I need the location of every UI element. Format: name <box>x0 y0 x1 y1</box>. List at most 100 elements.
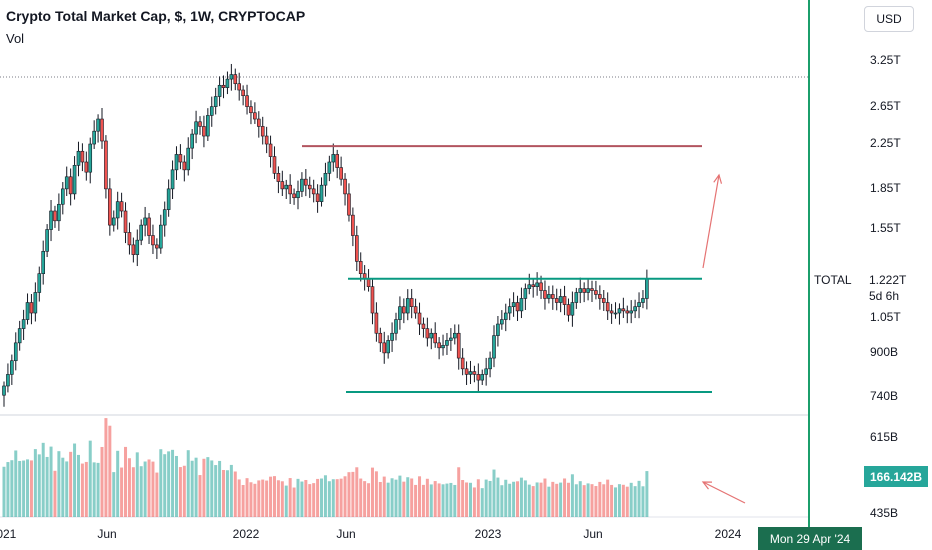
volume-bar <box>53 470 57 517</box>
volume-bar <box>586 483 590 517</box>
volume-bar <box>461 480 465 517</box>
candle-body <box>292 193 296 199</box>
volume-bar <box>547 486 551 517</box>
candle-body <box>527 284 532 289</box>
price-tick-label: 615B <box>870 430 898 444</box>
candle-body <box>413 306 418 314</box>
volume-bar <box>2 466 6 517</box>
candle-body <box>331 154 336 163</box>
volume-bar <box>386 482 390 517</box>
volume-bar <box>186 450 190 517</box>
projection-arrow[interactable] <box>702 173 723 269</box>
candle-body <box>409 298 414 307</box>
last-price-label: 1.222T <box>869 273 907 287</box>
volume-bar <box>61 457 65 517</box>
volume-bar <box>253 483 257 517</box>
candle-body <box>57 203 61 222</box>
volume-bar <box>127 458 131 517</box>
time-tick-label: Jun <box>583 527 602 541</box>
candle-body <box>198 121 202 127</box>
candle-body <box>613 312 618 315</box>
volume-bar <box>147 459 151 517</box>
volume-bar <box>10 460 14 517</box>
candle-body <box>617 308 622 314</box>
candle-body <box>464 368 469 375</box>
volume-bar <box>512 481 516 517</box>
volume-bar <box>433 481 437 517</box>
candle-body <box>162 209 167 226</box>
volume-bar <box>139 466 143 517</box>
volume-bar <box>516 481 520 517</box>
price-axis[interactable]: 3.25T 2.65T 2.25T 1.85T 1.55T 1.05T 900B 740B 61… <box>870 53 901 520</box>
volume-arrow[interactable] <box>701 481 746 504</box>
volume-bar <box>449 482 453 517</box>
candle-body <box>111 217 116 226</box>
candle-body <box>304 178 308 186</box>
volume-bar <box>320 478 324 517</box>
candle-body <box>253 112 257 120</box>
candle-body <box>621 308 626 312</box>
candle-body <box>115 201 120 219</box>
volume-bar <box>476 479 480 517</box>
candle-body <box>503 312 508 320</box>
volume-bar <box>237 479 241 517</box>
candle-body <box>300 178 304 192</box>
volume-bar <box>308 484 312 517</box>
candle-body <box>343 178 347 195</box>
time-tick-label: 2023 <box>475 527 502 541</box>
volume-bar <box>288 478 292 517</box>
candle-body <box>229 74 234 80</box>
annotation-arrows[interactable] <box>701 173 746 504</box>
volume-bar <box>602 484 606 517</box>
volume-bar <box>182 465 186 517</box>
candle-body <box>445 340 449 346</box>
candle-body <box>637 302 641 307</box>
volume-bar <box>261 479 265 517</box>
candle-body <box>237 83 241 91</box>
volume-bar <box>441 484 445 517</box>
volume-bar <box>257 480 261 517</box>
volume-bar <box>437 483 441 517</box>
volume-bar <box>594 486 598 517</box>
candle-body <box>531 284 536 287</box>
candle-body <box>347 193 351 216</box>
volume-bar <box>143 461 147 517</box>
candle-body <box>378 332 383 344</box>
volume-bar <box>159 449 163 517</box>
volume-bar <box>45 456 49 517</box>
candle-body <box>370 286 375 314</box>
price-tick-label: 2.25T <box>870 136 901 150</box>
time-axis[interactable]: 2021 Jun 2022 Jun 2023 Jun 2024 <box>0 527 742 541</box>
candle-body <box>127 232 132 246</box>
volume-bar <box>555 483 559 517</box>
candle-body <box>76 150 81 166</box>
volume-bar <box>445 483 449 517</box>
candle-body <box>366 278 371 287</box>
volume-bar <box>390 478 394 517</box>
volume-bar <box>225 470 229 517</box>
volume-bar <box>80 463 84 517</box>
candle-body <box>515 302 520 312</box>
candle-body <box>221 84 226 88</box>
candle-body <box>178 154 183 163</box>
volume-bar <box>598 481 602 517</box>
volume-bars <box>2 418 649 517</box>
volume-bar <box>382 476 386 517</box>
volume-bar <box>112 472 116 517</box>
price-tick-label: 1.85T <box>870 181 901 195</box>
candle-body <box>405 298 410 314</box>
volume-bar <box>370 467 374 517</box>
volume-bar <box>29 460 33 517</box>
volume-bar <box>92 462 96 517</box>
horizontal-levels[interactable] <box>302 145 712 393</box>
candle-body <box>108 188 112 226</box>
candle-body <box>398 306 402 320</box>
volume-bar <box>14 450 18 517</box>
volume-bar <box>116 450 120 517</box>
arrow-shaft <box>702 174 720 269</box>
volume-bar <box>367 483 371 517</box>
currency-button[interactable]: USD <box>864 6 914 32</box>
volume-bar <box>582 485 586 517</box>
candle-body <box>578 288 583 293</box>
